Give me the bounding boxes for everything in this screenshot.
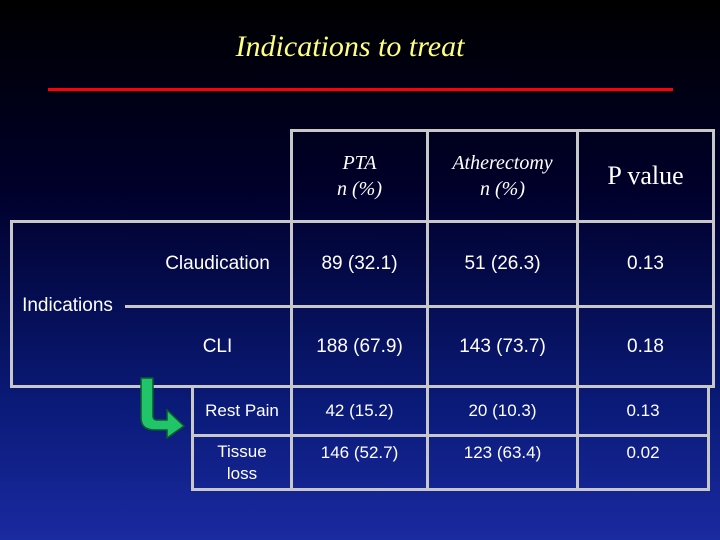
row-label-cli: CLI: [202, 335, 233, 357]
grid-line: [707, 385, 710, 491]
grid-line: [191, 434, 710, 437]
grid-line: [290, 129, 293, 491]
green-curved-arrow-icon: [137, 376, 187, 445]
subrow-label-rest-pain: Rest Pain: [205, 401, 279, 420]
claudication-p: 0.13: [627, 253, 664, 274]
rest-pain-atherectomy: 20 (10.3): [468, 401, 537, 420]
header-pta-name: PTA: [342, 152, 377, 174]
cli-pta: 188 (67.9): [316, 335, 403, 357]
subrow-label-tissue-loss: Tissue loss: [194, 437, 290, 488]
rest-pain-pta: 42 (15.2): [325, 401, 394, 420]
grid-line: [191, 488, 710, 491]
slide-title: Indications to treat: [235, 30, 465, 63]
grid-line: [712, 220, 715, 388]
claudication-atherectomy: 51 (26.3): [464, 253, 541, 274]
indications-group-label: Indications: [22, 295, 113, 316]
tissue-loss-p: 0.02: [626, 443, 660, 462]
cli-p: 0.18: [627, 335, 664, 357]
grid-line: [712, 129, 715, 223]
tissue-loss-atherectomy: 123 (63.4): [463, 443, 542, 462]
grid-line: [10, 220, 13, 388]
row-label-claudication: Claudication: [165, 253, 270, 274]
title-underline: [48, 88, 673, 91]
header-atherectomy: Atherectomy n (%): [429, 132, 576, 220]
header-pta: PTA n (%): [293, 132, 426, 220]
grid-line: [576, 129, 579, 491]
tissue-loss-line1: Tissue: [217, 441, 267, 461]
grid-line: [125, 305, 715, 308]
header-pta-unit: n (%): [337, 178, 382, 200]
cli-atherectomy: 143 (73.7): [459, 335, 546, 357]
header-p-value: P value: [607, 161, 684, 190]
grid-line: [290, 129, 715, 132]
tissue-loss-pta: 146 (52.7): [320, 443, 399, 462]
tissue-loss-line2: loss: [226, 463, 258, 483]
grid-line: [426, 129, 429, 491]
header-atherectomy-name: Atherectomy: [452, 152, 553, 174]
claudication-pta: 89 (32.1): [321, 253, 398, 274]
grid-line: [191, 385, 194, 491]
header-atherectomy-unit: n (%): [480, 178, 525, 200]
rest-pain-p: 0.13: [626, 401, 660, 420]
grid-line: [10, 385, 715, 388]
grid-line: [10, 220, 715, 223]
